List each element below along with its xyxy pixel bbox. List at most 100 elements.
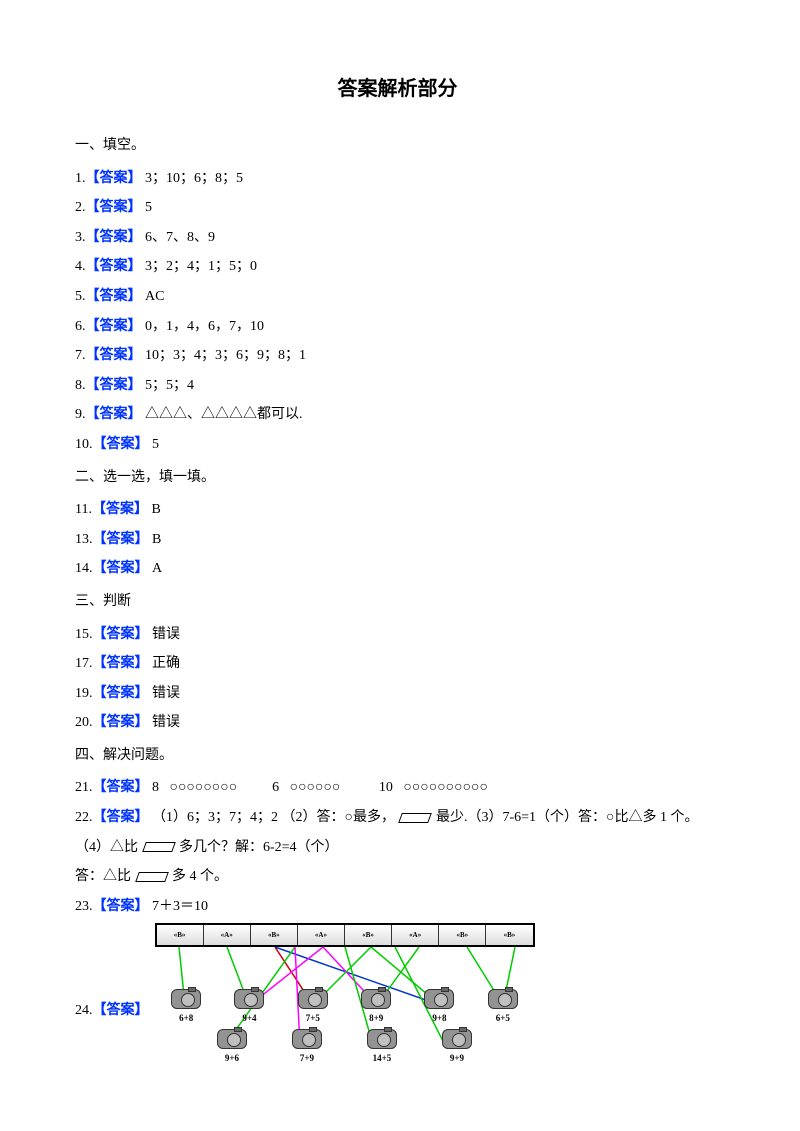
camera-item: 8+9	[358, 989, 394, 1027]
answer-value: 错误	[152, 715, 180, 730]
camera-item: 6+5	[485, 989, 521, 1027]
section-4: 四、解决问题。	[75, 743, 720, 770]
answer-label: 【答案】	[86, 319, 142, 334]
answer-label: 【答案】	[93, 1003, 149, 1018]
page-title: 答案解析部分	[75, 70, 720, 108]
camera-row-2: 9+6 7+9 14+5 9+9	[195, 1029, 495, 1067]
answer-value: AC	[145, 289, 164, 304]
item-num: 4.	[75, 259, 86, 274]
answer-row: 21.【答案】 8 ○○○○○○○○ 6 ○○○○○○ 10 ○○○○○○○○○…	[75, 775, 720, 802]
item-num: 2.	[75, 200, 86, 215]
camera-label: 8+9	[358, 1010, 394, 1027]
answer-row: 23.【答案】 7＋3＝10	[75, 894, 720, 921]
item-num: 17.	[75, 656, 93, 671]
camera-icon	[234, 989, 264, 1009]
camera-item: 14+5	[364, 1029, 400, 1067]
answer-row-24: 24.【答案】 «B»«A»«B»«A»«B»«A»«B»«B» 6+89+47…	[75, 923, 720, 1027]
camera-icon	[442, 1029, 472, 1049]
answer-value: 错误	[152, 627, 180, 642]
item-num: 8.	[75, 378, 86, 393]
answer-value: 错误	[152, 686, 180, 701]
item-num: 10.	[75, 437, 93, 452]
answer-label: 【答案】	[86, 378, 142, 393]
answer-value: （4）△比	[75, 840, 138, 855]
camera-label: 7+5	[295, 1010, 331, 1027]
answer-label: 【答案】	[93, 686, 149, 701]
answer-label: 【答案】	[86, 200, 142, 215]
matching-diagram: «B»«A»«B»«A»«B»«A»«B»«B» 6+89+47+58+99+8…	[155, 923, 535, 1027]
item-num: 1.	[75, 171, 86, 186]
answer-value: （1）6；3；7；4；2 （2）答：○最多，	[152, 810, 395, 825]
item-num: 7.	[75, 348, 86, 363]
answer-value: B	[152, 532, 161, 547]
camera-item: 6+8	[168, 989, 204, 1027]
strip-cell: «A»	[204, 925, 251, 945]
camera-icon	[367, 1029, 397, 1049]
answer-value: 5	[152, 437, 159, 452]
item-num: 3.	[75, 230, 86, 245]
camera-item: 9+9	[439, 1029, 475, 1067]
answer-value: 3；10；6；8；5	[145, 171, 243, 186]
answer-row: 1.【答案】 3；10；6；8；5	[75, 166, 720, 193]
diagram-strip: «B»«A»«B»«A»«B»«A»«B»«B»	[155, 923, 535, 947]
camera-label: 9+4	[231, 1010, 267, 1027]
answer-value: 答：△比	[75, 869, 131, 884]
item-num: 13.	[75, 532, 93, 547]
answer-value: 7＋3＝10	[152, 899, 208, 914]
answer-row: 19.【答案】 错误	[75, 681, 720, 708]
parallelogram-icon	[142, 842, 176, 852]
answer-value: 最少.（3）7-6=1（个）答：○比△多 1 个。	[436, 810, 699, 825]
answer-row: 14.【答案】 A	[75, 556, 720, 583]
answer-row: 7.【答案】 10；3；4；3；6；9；8；1	[75, 343, 720, 370]
answer-label: 【答案】	[93, 780, 149, 795]
camera-row-1: 6+8 9+4 7+5 8+9 9+8 6+5	[155, 989, 535, 1027]
camera-item: 9+6	[214, 1029, 250, 1067]
camera-label: 7+9	[289, 1050, 325, 1067]
answer-row: 4.【答案】 3；2；4；1；5；0	[75, 254, 720, 281]
item-num: 24.	[75, 1003, 93, 1018]
strip-cell: «B»	[345, 925, 392, 945]
answer-label: 【答案】	[93, 656, 149, 671]
camera-label: 14+5	[364, 1050, 400, 1067]
item-num: 21.	[75, 780, 93, 795]
parallelogram-icon	[399, 813, 433, 823]
item-num: 5.	[75, 289, 86, 304]
answer-value: 正确	[152, 656, 180, 671]
answer-row: 11.【答案】 B	[75, 497, 720, 524]
answer-row: 2.【答案】 5	[75, 195, 720, 222]
answer-row: 17.【答案】 正确	[75, 651, 720, 678]
answer-value: △△△、△△△△都可以.	[145, 407, 303, 422]
strip-cell: «A»	[298, 925, 345, 945]
item-num: 19.	[75, 686, 93, 701]
answer-value: 0，1，4，6，7，10	[145, 319, 264, 334]
answer-label: 【答案】	[86, 289, 142, 304]
answer-row: 6.【答案】 0，1，4，6，7，10	[75, 314, 720, 341]
item-num: 22.	[75, 810, 93, 825]
answer-label: 【答案】	[86, 259, 142, 274]
strip-cell: «B»	[486, 925, 532, 945]
answer-value: B	[151, 502, 160, 517]
strip-cell: «A»	[392, 925, 439, 945]
answer-row: 22.【答案】 （1）6；3；7；4；2 （2）答：○最多， 最少.（3）7-6…	[75, 805, 720, 832]
answer-row: 10.【答案】 5	[75, 432, 720, 459]
camera-icon	[298, 989, 328, 1009]
answer-value: A	[152, 561, 162, 576]
answer-row: 3.【答案】 6、7、8、9	[75, 225, 720, 252]
answer-label: 【答案】	[86, 348, 142, 363]
camera-icon	[171, 989, 201, 1009]
item-num: 23.	[75, 899, 93, 914]
strip-cell: «B»	[157, 925, 204, 945]
answer-label: 【答案】	[93, 899, 149, 914]
item-num: 11.	[75, 502, 92, 517]
camera-label: 6+5	[485, 1010, 521, 1027]
answer-label: 【答案】	[93, 561, 149, 576]
answer-row: 9.【答案】 △△△、△△△△都可以.	[75, 402, 720, 429]
item-num: 9.	[75, 407, 86, 422]
answer-label: 【答案】	[93, 715, 149, 730]
answer-value: 10；3；4；3；6；9；8；1	[145, 348, 306, 363]
answer-value: 3；2；4；1；5；0	[145, 259, 257, 274]
parallelogram-icon	[135, 872, 169, 882]
camera-item: 9+8	[421, 989, 457, 1027]
item-num: 15.	[75, 627, 93, 642]
camera-icon	[488, 989, 518, 1009]
